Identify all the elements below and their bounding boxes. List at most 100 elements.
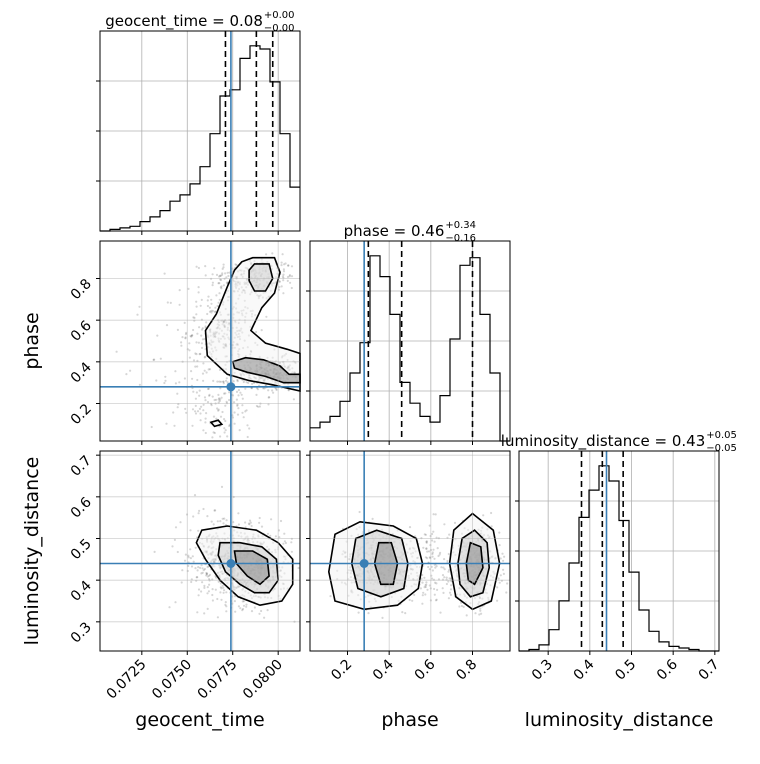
sample-point bbox=[178, 289, 181, 292]
sample-point bbox=[214, 509, 217, 512]
xtick-label-geocent_time: 0.0725 bbox=[104, 657, 150, 703]
sample-point bbox=[211, 309, 214, 312]
sample-point bbox=[203, 612, 206, 615]
sample-point bbox=[423, 576, 426, 579]
sample-point bbox=[235, 398, 238, 401]
sample-point bbox=[222, 266, 225, 269]
sample-point bbox=[153, 550, 156, 554]
sample-point bbox=[218, 397, 221, 400]
sample-point bbox=[449, 588, 453, 591]
sample-point bbox=[215, 273, 219, 276]
sample-point bbox=[441, 587, 444, 590]
sample-point bbox=[256, 388, 259, 391]
sample-point bbox=[479, 609, 482, 612]
sample-point bbox=[244, 410, 247, 413]
density-contour bbox=[209, 419, 224, 428]
xtick-label-luminosity_distance: 0.7 bbox=[696, 657, 723, 684]
xtick-label-geocent_time: 0.0750 bbox=[149, 657, 195, 703]
sample-point bbox=[191, 377, 194, 380]
sample-point bbox=[189, 557, 192, 560]
sample-point bbox=[239, 391, 242, 394]
sample-point bbox=[424, 533, 427, 536]
sample-point bbox=[401, 611, 404, 614]
sample-point bbox=[172, 411, 175, 414]
sample-point bbox=[432, 513, 435, 516]
sample-point bbox=[442, 591, 445, 595]
sample-point bbox=[241, 600, 244, 603]
sample-point bbox=[423, 533, 426, 536]
sample-point bbox=[453, 521, 457, 525]
hist-frame bbox=[309, 240, 511, 442]
sample-point bbox=[166, 301, 169, 304]
sample-point bbox=[164, 379, 167, 382]
sample-point bbox=[245, 603, 248, 606]
sample-point bbox=[433, 557, 436, 560]
sample-point bbox=[280, 264, 283, 267]
sample-point bbox=[235, 390, 239, 393]
sample-point bbox=[221, 272, 224, 275]
sample-point bbox=[443, 568, 446, 571]
sample-point bbox=[195, 300, 198, 303]
sample-point bbox=[428, 524, 431, 527]
ytick-label-luminosity_distance: 0.7 bbox=[68, 453, 95, 480]
sample-point bbox=[219, 278, 222, 281]
sample-point bbox=[200, 405, 203, 408]
sample-point bbox=[245, 409, 248, 412]
sample-point bbox=[176, 392, 179, 395]
sample-point bbox=[421, 602, 424, 605]
panel-2d-luminosity_distance_vs_geocent_time bbox=[96, 450, 301, 655]
sample-point bbox=[202, 403, 205, 406]
sample-point bbox=[136, 313, 139, 316]
sample-point bbox=[204, 399, 207, 402]
sample-point bbox=[238, 429, 241, 432]
sample-point bbox=[237, 394, 240, 397]
sample-point bbox=[200, 298, 203, 301]
hist-step-phase bbox=[310, 255, 510, 442]
sample-point bbox=[255, 330, 258, 334]
density-fill bbox=[249, 263, 273, 291]
sample-point bbox=[205, 572, 209, 575]
sample-point bbox=[219, 415, 223, 418]
title-upper-error: +0.34 bbox=[445, 220, 476, 231]
sample-point bbox=[197, 341, 200, 344]
sample-point bbox=[232, 380, 235, 383]
sample-point bbox=[216, 616, 219, 619]
sample-point bbox=[189, 529, 192, 532]
sample-point bbox=[195, 353, 198, 356]
sample-point bbox=[367, 612, 370, 615]
sample-point bbox=[265, 253, 268, 256]
hist-panel-luminosity_distance bbox=[515, 450, 720, 655]
sample-point bbox=[207, 387, 210, 391]
title-upper-error: +0.05 bbox=[706, 430, 737, 441]
sample-point bbox=[191, 334, 194, 337]
title-lower-error: −0.16 bbox=[445, 233, 476, 244]
sample-point bbox=[443, 558, 446, 561]
sample-point bbox=[215, 294, 218, 297]
sample-point bbox=[490, 511, 493, 515]
sample-point bbox=[210, 302, 213, 305]
sample-point bbox=[267, 396, 270, 399]
sample-point bbox=[505, 591, 508, 594]
sample-point bbox=[221, 584, 224, 587]
sample-point bbox=[426, 550, 429, 553]
sample-point bbox=[226, 381, 229, 384]
sample-point bbox=[217, 409, 220, 412]
sample-point bbox=[237, 512, 240, 515]
sample-point bbox=[329, 595, 332, 598]
sample-point bbox=[433, 593, 436, 596]
sample-point bbox=[220, 587, 223, 590]
sample-point bbox=[197, 529, 200, 532]
sample-point bbox=[215, 576, 218, 579]
sample-point bbox=[278, 280, 281, 283]
sample-point bbox=[204, 421, 207, 424]
sample-point bbox=[202, 362, 205, 365]
sample-point bbox=[239, 607, 242, 610]
sample-point bbox=[208, 368, 212, 371]
sample-point bbox=[224, 404, 227, 407]
sample-point bbox=[222, 380, 225, 383]
sample-point bbox=[247, 381, 250, 384]
sample-point bbox=[237, 605, 240, 608]
sample-point bbox=[426, 557, 429, 560]
sample-point bbox=[174, 370, 177, 373]
sample-point bbox=[268, 396, 271, 399]
